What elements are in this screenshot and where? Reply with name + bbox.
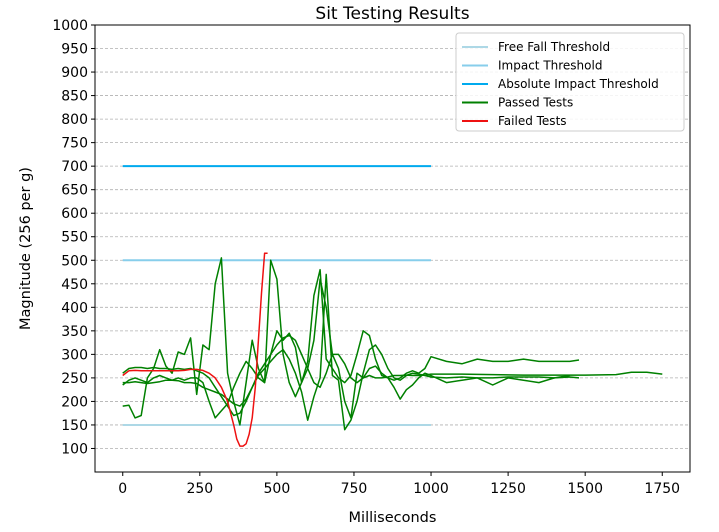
y-tick-label-100: 100 (61, 441, 88, 457)
chart-title: Sit Testing Results (315, 4, 469, 24)
x-tick-label-1250: 1250 (490, 481, 526, 497)
plot-frame (94, 24, 691, 473)
x-tick-label-1750: 1750 (644, 481, 680, 497)
y-tick-label-500: 500 (61, 253, 88, 269)
y-tick-label-700: 700 (61, 159, 88, 175)
passed-test-line-1 (122, 257, 580, 426)
y-tick-label-200: 200 (61, 394, 88, 410)
y-tick-label-300: 300 (61, 347, 88, 363)
x-tick-label-250: 250 (186, 481, 213, 497)
legend: Free Fall Threshold Impact Threshold Absol… (455, 32, 685, 132)
y-axis-label: Magnitude (256 per g) (18, 167, 34, 330)
y-tick-label-350: 350 (61, 324, 88, 340)
legend-label-3: Absolute Impact Threshold (498, 77, 659, 91)
y-tick-label-900: 900 (61, 65, 88, 81)
x-tick-label-500: 500 (264, 481, 291, 497)
y-axis-ticks: 100 150 200 250 300 350 400 450 500 550 600 650 700 7… (52, 18, 95, 457)
y-tick-label-450: 450 (61, 277, 88, 293)
y-tick-label-400: 400 (61, 300, 88, 316)
x-axis-ticks: 0 250 500 750 1000 1250 1500 1750 (118, 472, 680, 497)
y-tick-label-1000: 1000 (52, 18, 88, 34)
passed-test-line-2 (122, 259, 570, 419)
y-tick-label-150: 150 (61, 418, 88, 434)
x-tick-label-1000: 1000 (413, 481, 449, 497)
x-tick-label-750: 750 (341, 481, 368, 497)
legend-label-1: Free Fall Threshold (498, 40, 610, 54)
y-tick-label-750: 750 (61, 136, 88, 152)
y-tick-label-850: 850 (61, 89, 88, 105)
y-tick-label-800: 800 (61, 112, 88, 128)
legend-label-2: Impact Threshold (498, 59, 602, 73)
x-tick-label-0: 0 (118, 481, 127, 497)
passed-test-line-3 (122, 334, 663, 417)
x-tick-label-1500: 1500 (567, 481, 603, 497)
failed-test-line-1 (122, 252, 268, 447)
legend-box (455, 32, 685, 132)
y-tick-label-600: 600 (61, 206, 88, 222)
y-tick-label-650: 650 (61, 183, 88, 199)
y-tick-label-550: 550 (61, 230, 88, 246)
x-axis-label: Milliseconds (349, 510, 437, 526)
passed-test-line-4 (122, 273, 580, 431)
legend-label-5: Failed Tests (498, 114, 567, 128)
y-tick-label-250: 250 (61, 371, 88, 387)
plot-series (122, 165, 663, 447)
y-tick-label-950: 950 (61, 42, 88, 58)
legend-label-4: Passed Tests (498, 96, 573, 110)
